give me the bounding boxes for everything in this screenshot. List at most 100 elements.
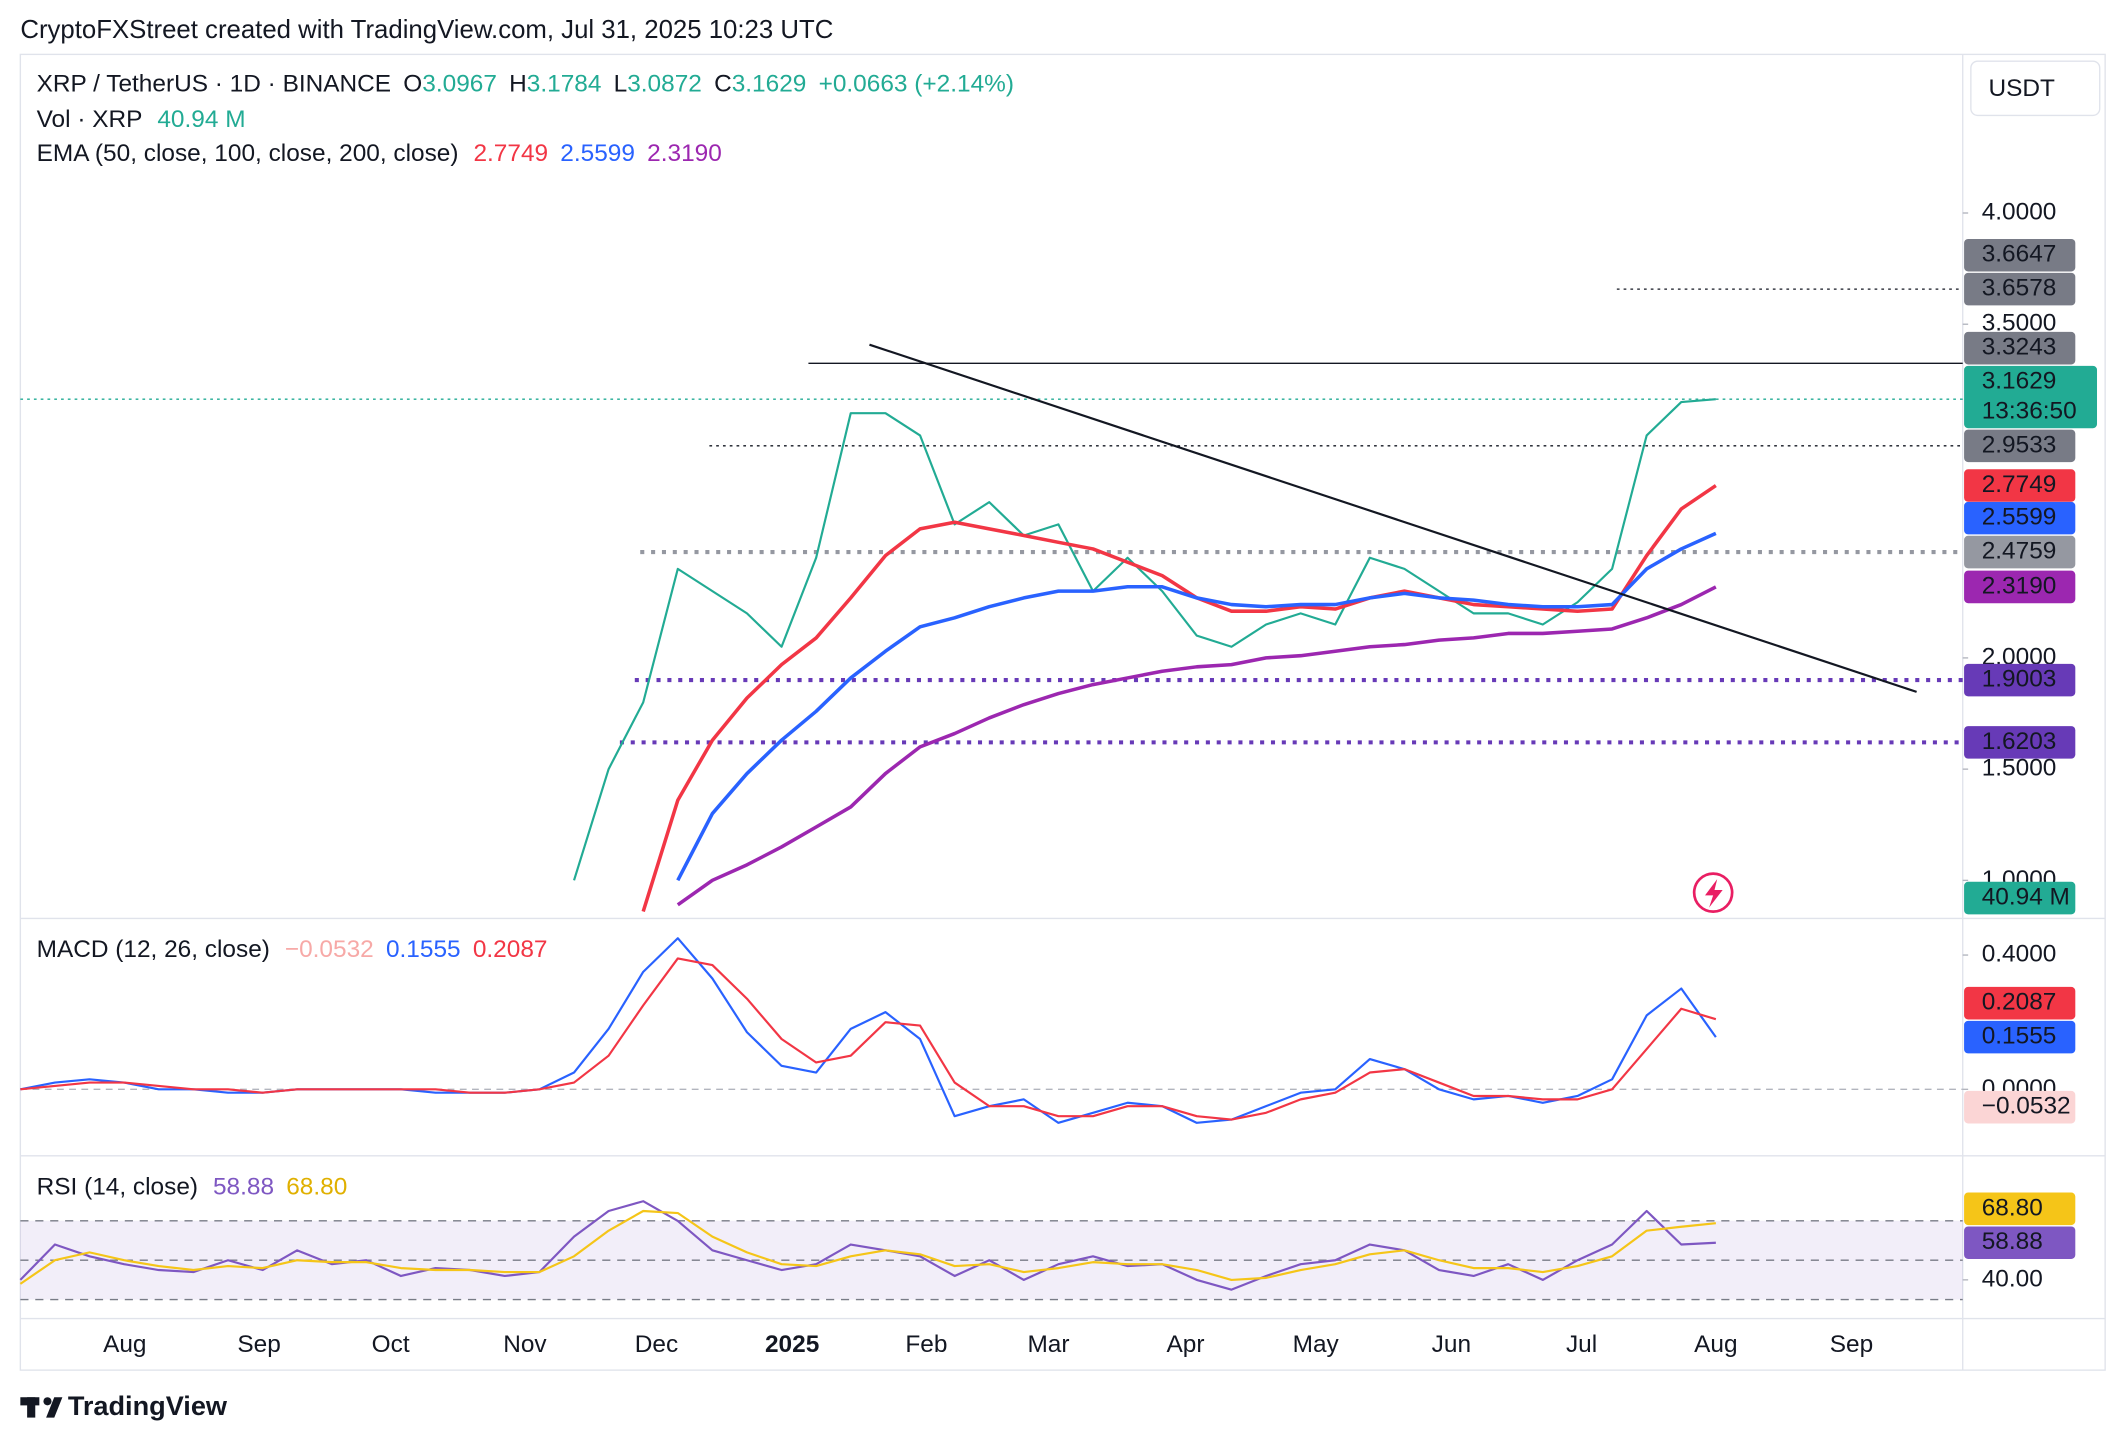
price-badge-label: 1.9003 xyxy=(1982,666,2057,693)
x-tick-label: Dec xyxy=(635,1331,678,1358)
series-line xyxy=(20,957,1717,1121)
x-tick-label: Jul xyxy=(1566,1331,1597,1358)
price-badge-label: 58.88 xyxy=(1982,1228,2043,1255)
change: +0.0663 (+2.14%) xyxy=(819,71,1014,98)
price-badge xyxy=(1964,1226,2076,1259)
x-tick-label: Mar xyxy=(1027,1331,1069,1358)
x-tick-label: Aug xyxy=(1694,1331,1737,1358)
x-tick-label: Sep xyxy=(237,1331,280,1358)
x-tick-label: May xyxy=(1293,1331,1340,1358)
price-badge xyxy=(1964,238,2076,272)
rsi-ma-value: 68.80 xyxy=(286,1174,347,1201)
x-tick-label: Apr xyxy=(1167,1331,1205,1358)
logo-shape xyxy=(46,1397,63,1418)
price-badge xyxy=(1964,501,2076,535)
price-badge-label: −0.0532 xyxy=(1982,1093,2071,1120)
price-badge xyxy=(1964,726,2076,759)
series-line xyxy=(19,1209,1716,1285)
price-badge xyxy=(1964,535,2076,569)
price-badge-label: 1.6203 xyxy=(1982,728,2057,755)
series-line xyxy=(676,531,1717,882)
frame xyxy=(19,53,2106,1371)
alert-icon-bolt xyxy=(1705,879,1723,908)
price-badge-label: 2.5599 xyxy=(1982,504,2057,531)
logo-shape xyxy=(43,1397,52,1406)
x-tick-label: Aug xyxy=(103,1331,146,1358)
volume-value: 40.94 M xyxy=(157,106,245,133)
plot-area: 4.00003.50002.00001.50001.00001.62031.90… xyxy=(19,198,2098,1358)
price-badge-label: 68.80 xyxy=(1982,1194,2043,1221)
price-badge-label: 2.3190 xyxy=(1982,572,2057,599)
macd-title: MACD (12, 26, close) xyxy=(37,936,270,963)
footer: TradingView xyxy=(68,1390,228,1421)
countdown: 13:36:50 xyxy=(1982,397,2077,424)
footer-logo: TradingView xyxy=(20,1390,228,1421)
price-badge xyxy=(1964,1020,2076,1054)
x-tick-label: Jun xyxy=(1432,1331,1471,1358)
ema-value: 2.3190 xyxy=(647,140,722,167)
rsi-legend: RSI (14, close) 58.88 68.80 xyxy=(37,1174,348,1201)
price-badge-label: 3.6578 xyxy=(1982,275,2057,302)
x-tick-label: 2025 xyxy=(765,1331,819,1358)
volume-legend: Vol · XRP 40.94 M xyxy=(37,106,246,133)
volume-label: Vol · XRP xyxy=(37,106,143,133)
series-line xyxy=(676,585,1717,907)
y-tick-label: 40.00 xyxy=(1982,1265,2043,1292)
ema-value: 2.7749 xyxy=(473,140,548,167)
ema-label: EMA (50, close, 100, close, 200, close) xyxy=(37,140,459,167)
series-line xyxy=(572,398,1716,881)
symbol-legend: XRP / TetherUS · 1D · BINANCE O3.0967 H3… xyxy=(37,71,1014,98)
price-badge xyxy=(1964,1192,2076,1226)
price-badge-label: 2.7749 xyxy=(1982,471,2057,498)
x-tick-label: Feb xyxy=(905,1331,947,1358)
x-tick-label: Nov xyxy=(503,1331,547,1358)
trend-line xyxy=(869,343,1917,693)
price-badge-label: 0.2087 xyxy=(1982,989,2057,1016)
price-badge-label: 3.3243 xyxy=(1982,334,2057,361)
price-badge-label: 3.1629 xyxy=(1982,368,2057,395)
currency-box[interactable] xyxy=(1970,60,2101,117)
volume-badge-label: 40.94 M xyxy=(1982,884,2070,911)
price-badge-label: 2.4759 xyxy=(1982,537,2057,564)
ema-legend: EMA (50, close, 100, close, 200, close) … xyxy=(37,140,722,167)
price-badge xyxy=(1964,331,2076,365)
header: CryptoFXStreet created with TradingView.… xyxy=(20,16,833,44)
symbol: XRP / TetherUS · 1D · BINANCE xyxy=(37,71,391,98)
y-tick-label: 0.4000 xyxy=(1982,941,2057,968)
price-badge xyxy=(1964,1090,2076,1124)
ohlc-value: 3.1784 xyxy=(527,71,602,98)
price-badge xyxy=(1964,663,2076,697)
rsi-title: RSI (14, close) xyxy=(37,1174,198,1201)
macd-signal-value: 0.2087 xyxy=(473,936,548,963)
currency[interactable]: USDT xyxy=(1988,75,2055,102)
ohlc-label: H xyxy=(509,71,527,98)
ohlc-value: 3.0872 xyxy=(627,71,702,98)
price-badge-label: 3.6647 xyxy=(1982,241,2057,268)
series-line xyxy=(641,484,1717,913)
series-line xyxy=(19,1200,1716,1291)
price-badge-label: 0.1555 xyxy=(1982,1023,2057,1050)
macd-value: 0.1555 xyxy=(386,936,461,963)
ohlc-label: O xyxy=(403,71,422,98)
price-badge xyxy=(1964,986,2076,1020)
y-tick-label: 4.0000 xyxy=(1982,198,2057,225)
macd-hist-value: −0.0532 xyxy=(285,936,374,963)
price-badge-label: 2.9533 xyxy=(1982,431,2057,458)
logo-shape xyxy=(27,1397,36,1418)
price-badge xyxy=(1964,365,2098,429)
ohlc-value: 3.0967 xyxy=(422,71,497,98)
ohlc-label: L xyxy=(614,71,628,98)
macd-legend: MACD (12, 26, close) −0.0532 0.1555 0.20… xyxy=(37,936,548,963)
rsi-value: 58.88 xyxy=(213,1174,274,1201)
price-badge xyxy=(1964,272,2076,306)
price-badge xyxy=(1964,469,2076,502)
price-badge xyxy=(1964,429,2076,463)
ohlc-label: C xyxy=(714,71,732,98)
ohlc-value: 3.1629 xyxy=(732,71,807,98)
volume-badge xyxy=(1964,881,2076,915)
price-badge xyxy=(1964,570,2076,604)
ema-value: 2.5599 xyxy=(560,140,635,167)
y-tick-label: 1.5000 xyxy=(1982,755,2057,782)
